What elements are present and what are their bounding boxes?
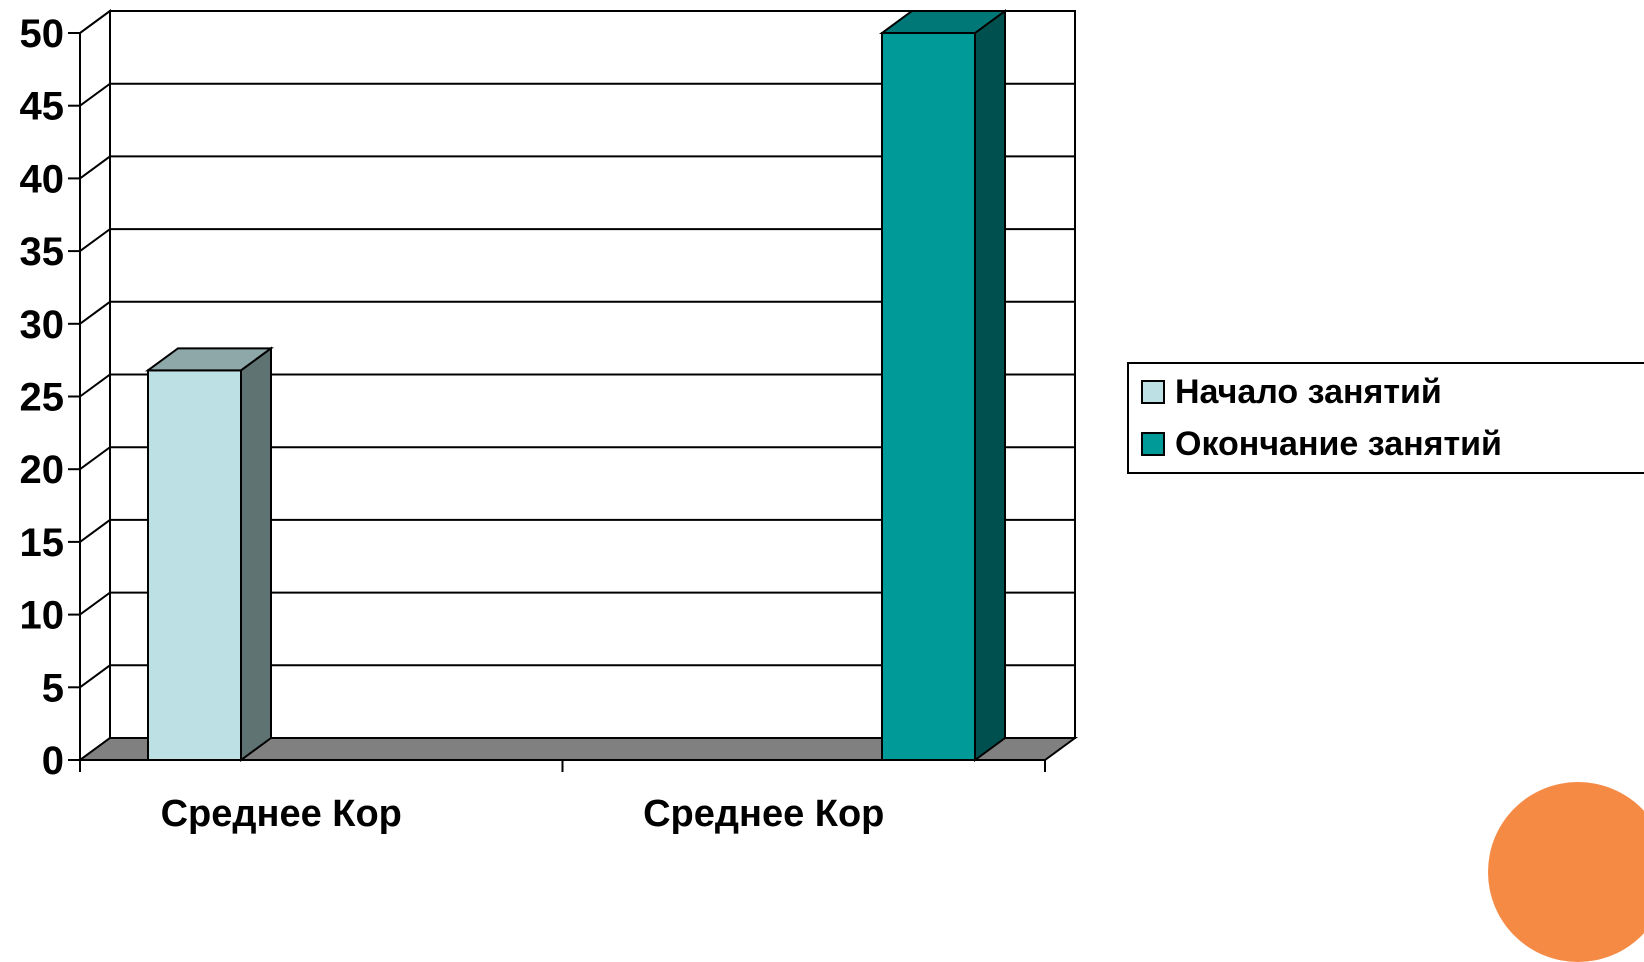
y-tick-label-25: 25 xyxy=(20,376,65,420)
legend-label-start: Начало занятий xyxy=(1175,372,1442,411)
bar-1-1-front xyxy=(881,32,976,761)
legend-item-end: Окончание занятий xyxy=(1141,424,1502,464)
x-category-label-0: Среднее Кор xyxy=(161,793,402,835)
legend: Начало занятий Окончание занятий xyxy=(1127,362,1644,474)
y-tick-label-10: 10 xyxy=(20,594,65,638)
y-tick-label-45: 45 xyxy=(20,85,65,129)
y-tick-label-15: 15 xyxy=(20,521,65,565)
gridline-10 xyxy=(79,591,1075,616)
y-tick-label-20: 20 xyxy=(20,448,65,492)
gridline-40 xyxy=(79,155,1075,180)
legend-swatch-end xyxy=(1141,432,1165,456)
gridline-30 xyxy=(79,300,1075,325)
gridline-20 xyxy=(79,446,1075,471)
bar-0-0-top xyxy=(144,347,275,372)
x-category-label-1: Среднее Кор xyxy=(643,793,884,835)
gridline-25 xyxy=(79,373,1075,398)
y-tick-label-5: 5 xyxy=(42,666,64,710)
bar-1-1-side xyxy=(974,9,1006,762)
gridline-35 xyxy=(79,228,1075,252)
gridline-45 xyxy=(79,82,1075,107)
bar-0-0-front xyxy=(147,369,242,761)
legend-swatch-start xyxy=(1141,380,1165,404)
gridline-5 xyxy=(79,664,1075,689)
gridline-15 xyxy=(79,518,1075,543)
bar-0-0-side xyxy=(240,346,272,762)
y-tick-label-40: 40 xyxy=(20,157,65,201)
legend-label-end: Окончание занятий xyxy=(1175,424,1502,463)
legend-item-start: Начало занятий xyxy=(1141,372,1442,412)
bar-chart: 0 5 10 15 20 25 30 35 40 45 50 Среднее Кор Среднее К… xyxy=(20,9,1079,835)
y-tick-label-0: 0 xyxy=(42,739,64,783)
bar-1-1-top xyxy=(878,10,1009,34)
y-tick-label-50: 50 xyxy=(20,12,65,56)
y-tick-label-35: 35 xyxy=(20,230,65,274)
y-tick-label-30: 30 xyxy=(20,303,65,347)
gridline-50 xyxy=(79,10,1075,34)
